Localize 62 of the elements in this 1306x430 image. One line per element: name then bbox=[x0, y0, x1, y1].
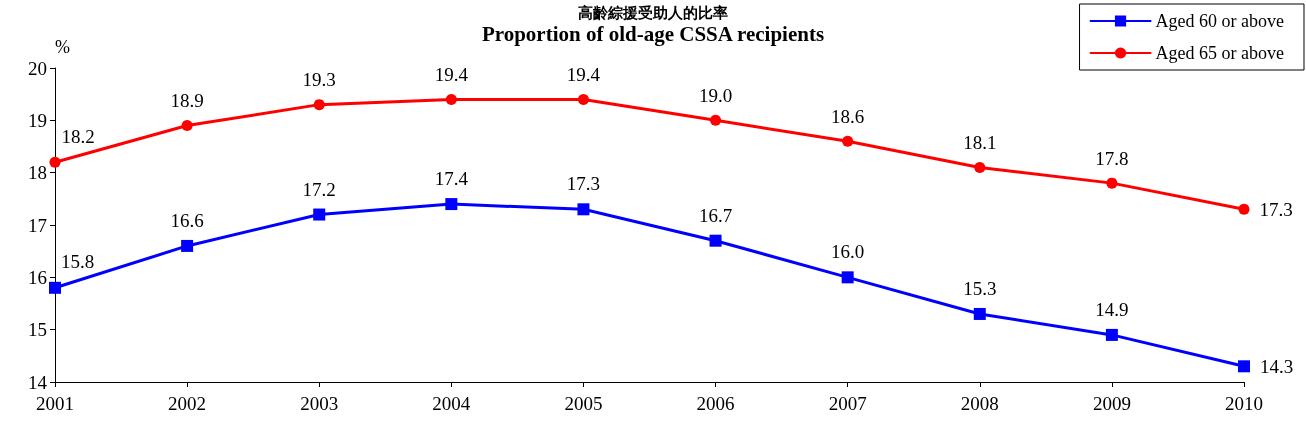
data-label: 16.6 bbox=[170, 209, 204, 231]
chart-subtitle: Proportion of old-age CSSA recipients bbox=[481, 21, 825, 46]
point bbox=[181, 239, 194, 252]
legend-label: Aged 65 or above bbox=[1155, 43, 1285, 63]
point bbox=[974, 161, 986, 173]
y-tick-label: 14 bbox=[28, 371, 48, 393]
x-tick-label: 2005 bbox=[564, 393, 603, 414]
x-tick-label: 2003 bbox=[300, 393, 339, 414]
data-label: 17.2 bbox=[302, 178, 336, 200]
data-label: 19.3 bbox=[302, 69, 336, 91]
point bbox=[577, 203, 590, 216]
data-label: 17.3 bbox=[566, 173, 601, 195]
y-tick-label: 17 bbox=[28, 214, 47, 236]
point bbox=[313, 99, 325, 111]
x-tick-label: 2007 bbox=[828, 393, 867, 414]
data-label: 18.6 bbox=[831, 105, 865, 127]
x-tick-label: 2004 bbox=[432, 393, 471, 414]
point bbox=[709, 234, 722, 247]
y-axis-title: % bbox=[55, 37, 70, 57]
data-label: 19.4 bbox=[566, 63, 601, 85]
x-tick-label: 2010 bbox=[1225, 393, 1263, 414]
data-label: 17.3 bbox=[1259, 198, 1293, 220]
y-tick-label: 15 bbox=[28, 319, 47, 341]
data-label: 14.9 bbox=[1095, 298, 1129, 320]
data-label: 18.9 bbox=[170, 90, 204, 112]
point bbox=[445, 198, 458, 211]
point bbox=[842, 135, 854, 147]
point bbox=[1105, 328, 1118, 341]
point bbox=[445, 93, 457, 105]
y-tick-label: 19 bbox=[28, 109, 47, 131]
data-label: 19.4 bbox=[434, 63, 469, 85]
data-label: 15.8 bbox=[61, 250, 95, 272]
y-tick-label: 20 bbox=[28, 57, 47, 79]
point bbox=[313, 208, 326, 221]
x-tick-label: 2001 bbox=[36, 393, 74, 414]
data-label: 17.4 bbox=[434, 168, 469, 190]
point bbox=[710, 114, 722, 126]
data-label: 14.3 bbox=[1260, 355, 1294, 377]
point bbox=[841, 271, 854, 284]
data-label: 19.0 bbox=[698, 84, 733, 106]
x-tick-label: 2008 bbox=[960, 393, 999, 414]
data-label: 16.7 bbox=[698, 204, 733, 226]
data-label: 15.3 bbox=[963, 277, 997, 299]
point bbox=[973, 307, 986, 320]
data-label: 18.1 bbox=[963, 131, 997, 153]
data-label: 16.0 bbox=[831, 241, 865, 263]
x-tick-label: 2009 bbox=[1092, 393, 1131, 414]
x-tick-label: 2002 bbox=[168, 393, 207, 414]
point bbox=[1238, 203, 1250, 215]
point bbox=[1106, 177, 1118, 189]
point bbox=[577, 93, 589, 105]
point bbox=[49, 156, 61, 168]
y-tick-label: 16 bbox=[28, 266, 47, 288]
data-label: 18.2 bbox=[61, 125, 95, 147]
point bbox=[181, 120, 193, 132]
chart-title: 高齡綜援受助人的比率 bbox=[578, 3, 728, 22]
legend-label: Aged 60 or above bbox=[1155, 11, 1285, 31]
y-tick-label: 18 bbox=[28, 162, 47, 184]
data-label: 17.8 bbox=[1095, 147, 1129, 169]
point bbox=[1238, 360, 1250, 373]
point bbox=[49, 281, 61, 294]
x-tick-label: 2006 bbox=[696, 393, 735, 414]
